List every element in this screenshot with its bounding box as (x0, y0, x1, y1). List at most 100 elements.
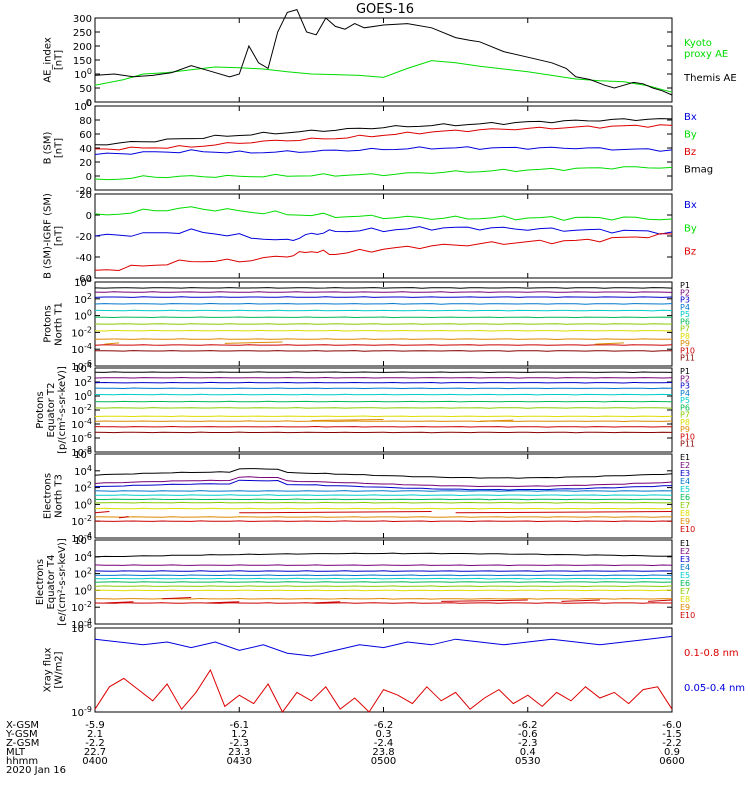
y-tick-label: 100 (74, 309, 92, 323)
y-tick-label: 10-2 (71, 514, 92, 528)
legend-entry: P5 (680, 310, 690, 319)
footer-value: 0600 (659, 756, 684, 767)
data-segment (118, 516, 129, 519)
y-tick-label: 102 (74, 567, 92, 581)
data-series (94, 371, 673, 434)
data-series (94, 552, 673, 604)
y-tick-label: 10-6 (71, 431, 92, 445)
legend-entry: E9 (680, 603, 690, 612)
footer-row-label: hhmm (6, 756, 38, 767)
series-line-by (94, 206, 673, 221)
y-tick-label: 10-4 (71, 417, 92, 431)
footer-row-label: 2020 Jan 16 (6, 765, 66, 776)
legend-entry: By (684, 223, 697, 234)
y-axis-label: B (SM) (43, 131, 54, 164)
legend-entry: Bz (684, 147, 696, 158)
footer-row-label: Z-GSM (6, 738, 39, 749)
footer-value: 23.3 (228, 747, 250, 758)
legend-entry: Bx (684, 112, 697, 123)
footer-value: -0.6 (518, 729, 538, 740)
series-line-bmag (94, 118, 673, 146)
series-line-0-1-0-8-nm (94, 668, 673, 713)
legend-entry: P10 (680, 346, 695, 355)
footer-value: 0500 (371, 756, 396, 767)
data-segment (104, 342, 120, 345)
footer-value: 0400 (82, 756, 107, 767)
series-line-p5 (94, 309, 673, 312)
series-line-e4 (94, 574, 673, 577)
footer-value: -5.9 (85, 720, 105, 731)
series-line-e5 (94, 494, 673, 497)
legend-entry: P7 (680, 411, 690, 420)
y-tick-label: 10-9 (71, 705, 92, 719)
y-tick-label: 104 (74, 275, 92, 289)
y-tick-label: -60 (76, 274, 92, 285)
footer-value: -2.4 (374, 738, 394, 749)
series-line-p10 (94, 425, 672, 428)
y-tick-label: 100 (74, 389, 92, 403)
legend-entry: Kyoto (684, 38, 712, 49)
legend-entry: E1 (680, 453, 690, 462)
series-line-e3 (94, 570, 673, 572)
panel-frame (94, 17, 673, 103)
y-tick-label: 20 (79, 190, 92, 201)
y-tick-label: 102 (74, 481, 92, 495)
legend-entry: E10 (680, 525, 695, 534)
y-axis-label: [nT] (54, 50, 65, 70)
y-axis-label: [W/m2] (54, 651, 65, 688)
y-tick-label: 10-2 (71, 600, 92, 614)
y-tick-label: 10-6 (71, 621, 92, 635)
series-line-e8 (94, 589, 672, 592)
legend-entry: P10 (680, 432, 695, 441)
y-tick-label: 10-2 (71, 403, 92, 417)
series-line-e2 (94, 564, 673, 567)
series-line-p2 (94, 376, 673, 379)
y-tick-label: -40 (76, 253, 92, 264)
legend-entry: E7 (680, 501, 690, 510)
y-tick-label: 0 (86, 211, 92, 222)
series-line-p4 (94, 387, 673, 390)
series-line-p1 (94, 287, 673, 289)
panel-dbsm: -60 -40 -20 0 20 B (SM)-IGRF (SM) [nT] Bx By Bz (43, 190, 697, 285)
series-line-p1 (94, 371, 673, 374)
legend-entry: P6 (680, 403, 690, 412)
series-line-p7 (94, 323, 673, 325)
panel-frame (94, 367, 673, 453)
legend-entry: P7 (680, 325, 690, 334)
y-tick-label: 10-6 (71, 359, 92, 373)
y-tick-label: 40 (79, 144, 92, 155)
y-tick-label: 102 (74, 375, 92, 389)
y-axis-label: Protons (43, 305, 54, 342)
series-line-0-05-0-4-nm (94, 635, 673, 657)
y-axis-label: [p/(cm²-s-sr-keV)] (57, 366, 68, 454)
legend-entry: P8 (680, 418, 690, 427)
series-line-e7 (94, 585, 673, 588)
data-segment (162, 597, 192, 600)
y-tick-label: 102 (74, 292, 92, 306)
footer-value: -6.2 (518, 720, 538, 731)
legend-entry: E1 (680, 539, 690, 548)
legend-entry: E3 (680, 555, 690, 564)
data-segment (94, 511, 110, 514)
legend-entry: E4 (680, 477, 690, 486)
series-line-kyoto-proxy-ae (94, 60, 673, 93)
series-line-by (94, 166, 673, 181)
data-segment (455, 511, 673, 514)
series-line-p4 (94, 302, 673, 305)
legend-entry: Themis AE (683, 73, 737, 84)
footer-value: -6.0 (662, 720, 682, 731)
y-tick-label: 200 (73, 42, 92, 53)
y-tick-label: 10-4 (71, 342, 92, 356)
legend-entry: E8 (680, 595, 690, 604)
footer-value: 0.9 (664, 747, 680, 758)
footer-value: -2.3 (229, 738, 249, 749)
data-segment (647, 599, 673, 602)
y-axis-label: [nT] (54, 138, 65, 158)
y-axis-label: North T1 (54, 302, 65, 346)
series-line-e4 (94, 490, 673, 492)
